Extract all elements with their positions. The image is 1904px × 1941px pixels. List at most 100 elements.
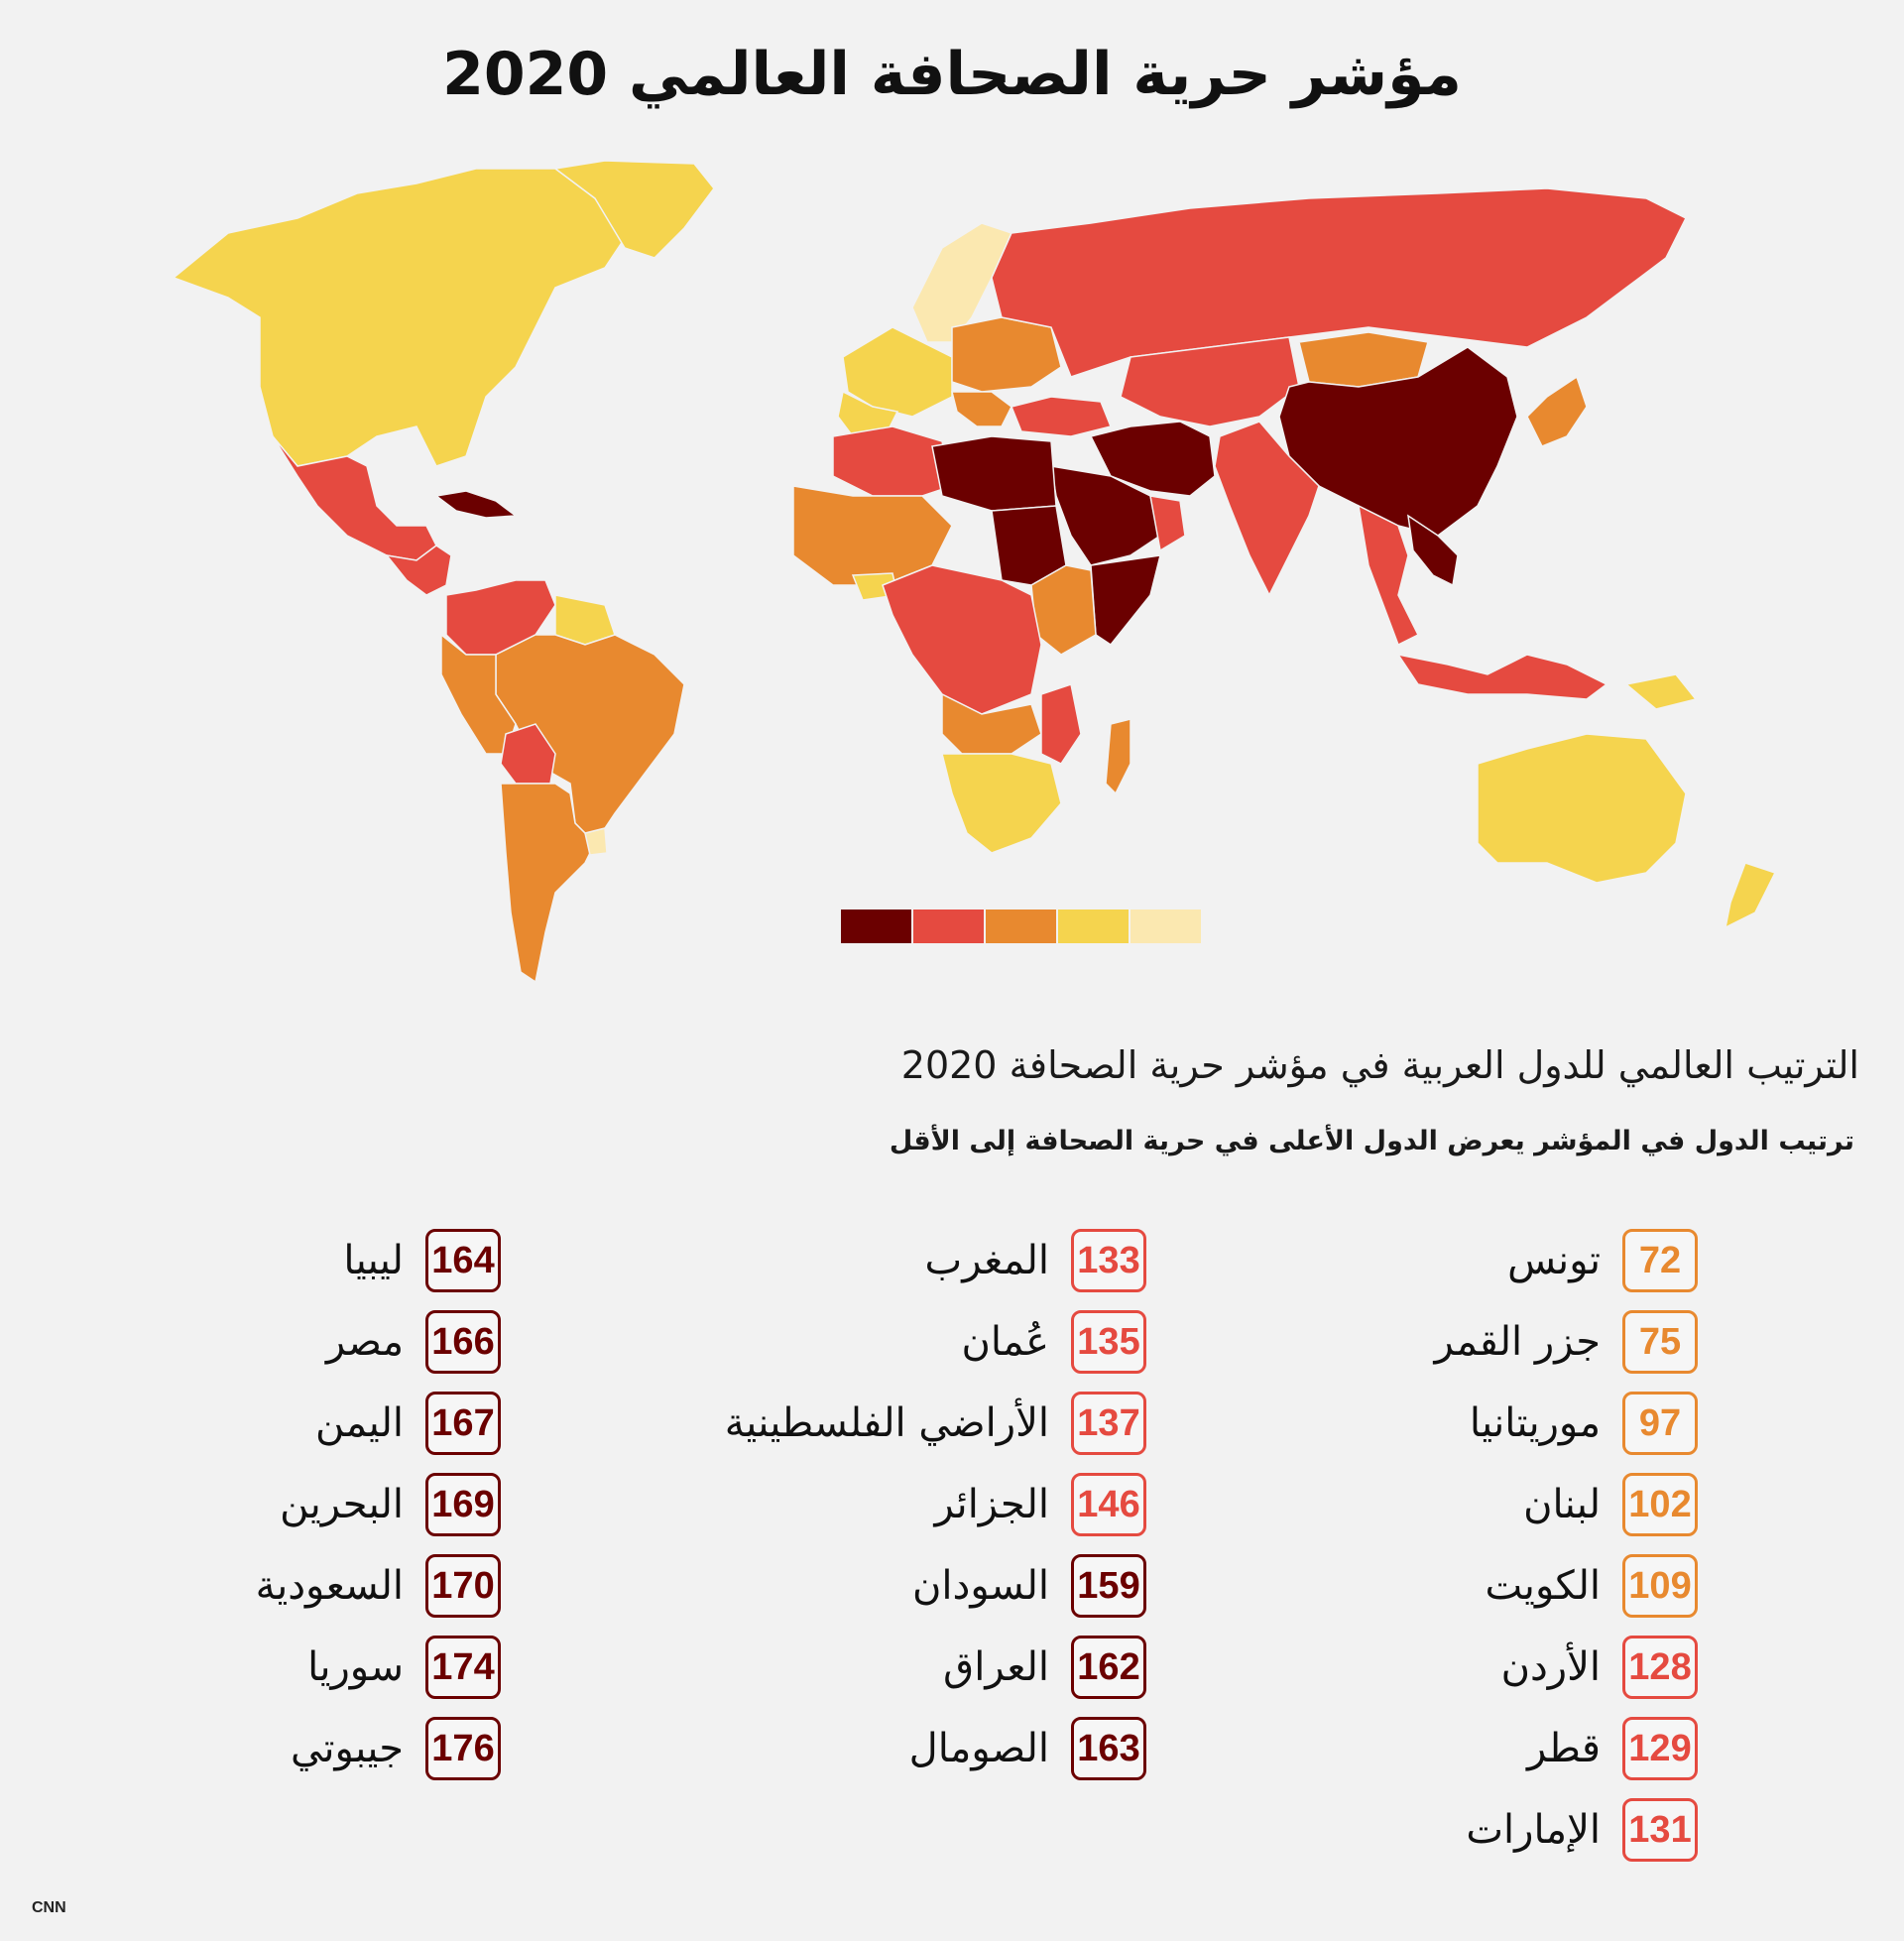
rank-badge: 167: [425, 1392, 501, 1455]
country-name: الصومال: [908, 1726, 1049, 1771]
country-name: الإمارات: [1466, 1807, 1601, 1853]
rank-badge: 170: [425, 1554, 501, 1618]
rank-row: 174 سوريا: [0, 1627, 501, 1708]
rank-row: 128 الأردن: [1182, 1627, 1698, 1708]
map-legend: [841, 910, 1201, 943]
region-madagascar: [1105, 718, 1131, 795]
rankings-column-3: 164 ليبيا 166 مصر 167 اليمن 169 البحرين 170 السعو…: [0, 1220, 501, 1789]
legend-swatch-very-serious: [841, 910, 911, 943]
rank-badge: 164: [425, 1229, 501, 1292]
rank-row: 72 تونس: [1182, 1220, 1698, 1301]
rank-row: 75 جزر القمر: [1182, 1301, 1698, 1383]
rank-row: 146 الجزائر: [631, 1464, 1146, 1545]
rank-badge: 135: [1071, 1310, 1146, 1374]
region-eastern-europe: [951, 316, 1062, 393]
country-name: موريتانيا: [1469, 1400, 1601, 1446]
region-angola-zambia: [941, 692, 1042, 755]
region-indonesia: [1396, 653, 1608, 700]
region-oman: [1149, 495, 1186, 552]
rank-badge: 162: [1071, 1636, 1146, 1699]
rank-badge: 75: [1622, 1310, 1698, 1374]
rank-badge: 174: [425, 1636, 501, 1699]
rank-row: 129 قطر: [1182, 1708, 1698, 1789]
legend-swatch-difficult: [913, 910, 984, 943]
rank-badge: 131: [1622, 1798, 1698, 1862]
country-name: العراق: [943, 1644, 1049, 1690]
region-central-asia: [1120, 336, 1300, 427]
rank-row: 166 مصر: [0, 1301, 501, 1383]
region-western-europe: [842, 326, 953, 418]
region-libya-egypt: [931, 435, 1057, 512]
rank-badge: 137: [1071, 1392, 1146, 1455]
region-russia: [991, 187, 1688, 378]
country-name: البحرين: [280, 1482, 404, 1527]
region-mozambique: [1040, 683, 1082, 765]
rank-row: 163 الصومال: [631, 1708, 1146, 1789]
world-map: [0, 149, 1904, 1022]
region-horn-of-africa: [1090, 554, 1161, 647]
rankings-subtitle: الترتيب العالمي للدول العربية في مؤشر حر…: [900, 1043, 1859, 1087]
rank-row: 169 البحرين: [0, 1464, 501, 1545]
country-name: سوريا: [307, 1644, 404, 1690]
region-balkans: [951, 391, 1012, 427]
rank-row: 97 موريتانيا: [1182, 1383, 1698, 1464]
country-name: لبنان: [1523, 1482, 1601, 1527]
country-name: عُمان: [961, 1319, 1049, 1365]
country-name: مصر: [325, 1319, 404, 1365]
region-southeast-asia: [1358, 504, 1420, 647]
rank-badge: 128: [1622, 1636, 1698, 1699]
country-name: تونس: [1507, 1238, 1601, 1283]
country-name: ليبيا: [343, 1238, 404, 1283]
rank-badge: 102: [1622, 1473, 1698, 1536]
rank-badge: 166: [425, 1310, 501, 1374]
region-north-america: [172, 168, 626, 467]
country-name: قطر: [1526, 1726, 1601, 1771]
region-central-america: [385, 545, 452, 596]
page-title: مؤشر حرية الصحافة العالمي 2020: [442, 40, 1462, 109]
region-iran-gulf: [1089, 421, 1216, 497]
country-name: الأراضي الفلسطينية: [724, 1400, 1049, 1446]
country-name: السعودية: [255, 1563, 404, 1609]
rank-row: 170 السعودية: [0, 1545, 501, 1627]
region-greenland: [553, 160, 715, 259]
region-india: [1214, 421, 1320, 597]
rank-row: 135 عُمان: [631, 1301, 1146, 1383]
legend-swatch-good: [1130, 910, 1201, 943]
country-name: الجزائر: [934, 1482, 1049, 1527]
country-name: الكويت: [1485, 1563, 1601, 1609]
rank-row: 159 السودان: [631, 1545, 1146, 1627]
region-turkey: [1010, 396, 1113, 437]
rank-badge: 146: [1071, 1473, 1146, 1536]
region-venezuela-colombia: [445, 579, 556, 656]
rank-row: 167 اليمن: [0, 1383, 501, 1464]
legend-swatch-problematic: [986, 910, 1056, 943]
rank-badge: 169: [425, 1473, 501, 1536]
region-southern-cone: [500, 783, 596, 984]
rank-row: 131 الإمارات: [1182, 1789, 1698, 1871]
region-southern-africa: [941, 753, 1062, 854]
country-name: السودان: [912, 1563, 1049, 1609]
country-name: المغرب: [924, 1238, 1049, 1283]
region-papua: [1624, 673, 1698, 710]
rank-row: 176 جيبوتي: [0, 1708, 501, 1789]
country-name: جزر القمر: [1434, 1319, 1601, 1365]
rank-row: 109 الكويت: [1182, 1545, 1698, 1627]
rank-badge: 97: [1622, 1392, 1698, 1455]
region-cuba: [434, 490, 519, 519]
rankings-note: ترتيب الدول في المؤشر يعرض الدول الأعلى …: [889, 1126, 1854, 1156]
rank-badge: 133: [1071, 1229, 1146, 1292]
rank-badge: 163: [1071, 1717, 1146, 1780]
region-maghreb: [832, 425, 953, 497]
region-mexico: [272, 435, 437, 561]
rank-row: 137 الأراضي الفلسطينية: [631, 1383, 1146, 1464]
rank-row: 162 العراق: [631, 1627, 1146, 1708]
rank-badge: 109: [1622, 1554, 1698, 1618]
region-new-zealand: [1724, 862, 1777, 929]
legend-swatch-satisfactory: [1058, 910, 1129, 943]
source-credit: CNN: [32, 1899, 66, 1916]
region-australia: [1477, 733, 1687, 884]
rank-badge: 72: [1622, 1229, 1698, 1292]
region-central-africa: [882, 564, 1042, 715]
world-map-svg: [172, 160, 1777, 984]
rank-row: 102 لبنان: [1182, 1464, 1698, 1545]
